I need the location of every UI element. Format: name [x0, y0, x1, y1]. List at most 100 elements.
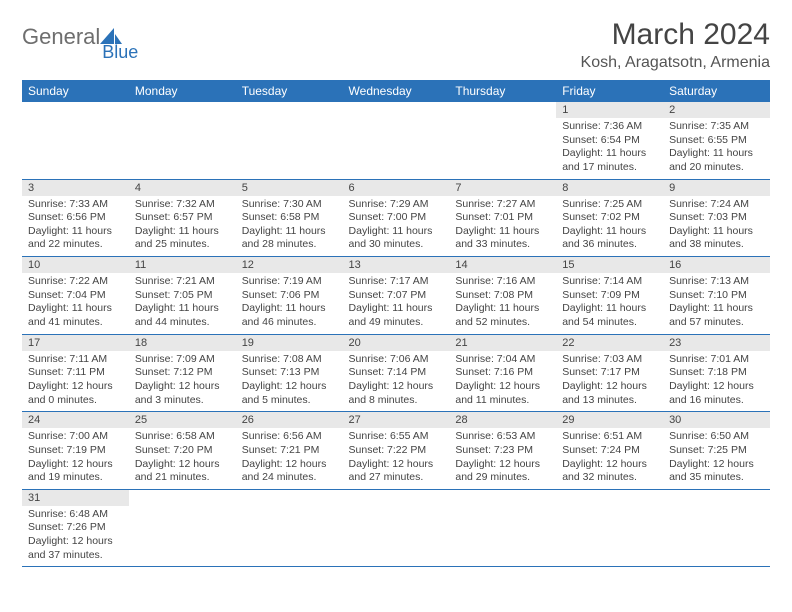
sunrise-text: Sunrise: 7:22 AM — [28, 275, 123, 289]
daylight-text: Daylight: 11 hours and 20 minutes. — [669, 147, 764, 174]
day-number-cell: 1 — [556, 102, 663, 118]
daylight-text: Daylight: 11 hours and 44 minutes. — [135, 302, 230, 329]
sunrise-text: Sunrise: 6:53 AM — [455, 430, 550, 444]
daylight-text: Daylight: 11 hours and 30 minutes. — [349, 225, 444, 252]
daylight-text: Daylight: 11 hours and 52 minutes. — [455, 302, 550, 329]
sunrise-text: Sunrise: 7:27 AM — [455, 198, 550, 212]
weekday-header: Sunday — [22, 80, 129, 102]
day-detail-row: Sunrise: 6:48 AMSunset: 7:26 PMDaylight:… — [22, 506, 770, 567]
daylight-text: Daylight: 11 hours and 38 minutes. — [669, 225, 764, 252]
sunset-text: Sunset: 6:56 PM — [28, 211, 123, 225]
day-detail-cell: Sunrise: 7:13 AMSunset: 7:10 PMDaylight:… — [663, 273, 770, 334]
day-detail-cell: Sunrise: 7:30 AMSunset: 6:58 PMDaylight:… — [236, 196, 343, 257]
sunrise-text: Sunrise: 7:11 AM — [28, 353, 123, 367]
weekday-header: Friday — [556, 80, 663, 102]
day-number-cell: 19 — [236, 334, 343, 351]
logo-text-general: General — [22, 24, 100, 50]
sunrise-text: Sunrise: 7:17 AM — [349, 275, 444, 289]
sunrise-text: Sunrise: 7:09 AM — [135, 353, 230, 367]
daylight-text: Daylight: 12 hours and 3 minutes. — [135, 380, 230, 407]
sunset-text: Sunset: 7:02 PM — [562, 211, 657, 225]
sunset-text: Sunset: 6:58 PM — [242, 211, 337, 225]
day-number-cell — [129, 489, 236, 506]
day-number-cell: 13 — [343, 257, 450, 274]
day-number-cell: 22 — [556, 334, 663, 351]
sunset-text: Sunset: 7:08 PM — [455, 289, 550, 303]
day-number-cell: 24 — [22, 412, 129, 429]
daylight-text: Daylight: 11 hours and 46 minutes. — [242, 302, 337, 329]
daylight-text: Daylight: 12 hours and 21 minutes. — [135, 458, 230, 485]
daylight-text: Daylight: 11 hours and 54 minutes. — [562, 302, 657, 329]
daylight-text: Daylight: 12 hours and 32 minutes. — [562, 458, 657, 485]
day-number-cell — [22, 102, 129, 118]
sunset-text: Sunset: 7:03 PM — [669, 211, 764, 225]
logo-text-blue: Blue — [102, 42, 138, 63]
weekday-header: Monday — [129, 80, 236, 102]
day-detail-cell: Sunrise: 7:29 AMSunset: 7:00 PMDaylight:… — [343, 196, 450, 257]
day-number-cell — [129, 102, 236, 118]
day-detail-row: Sunrise: 7:36 AMSunset: 6:54 PMDaylight:… — [22, 118, 770, 179]
day-number-cell: 17 — [22, 334, 129, 351]
sunrise-text: Sunrise: 7:30 AM — [242, 198, 337, 212]
day-detail-cell: Sunrise: 6:50 AMSunset: 7:25 PMDaylight:… — [663, 428, 770, 489]
day-number-cell — [236, 102, 343, 118]
daylight-text: Daylight: 12 hours and 8 minutes. — [349, 380, 444, 407]
sunset-text: Sunset: 7:00 PM — [349, 211, 444, 225]
sunset-text: Sunset: 7:17 PM — [562, 366, 657, 380]
day-detail-cell — [236, 118, 343, 179]
day-detail-row: Sunrise: 7:33 AMSunset: 6:56 PMDaylight:… — [22, 196, 770, 257]
day-detail-cell: Sunrise: 7:03 AMSunset: 7:17 PMDaylight:… — [556, 351, 663, 412]
day-detail-cell: Sunrise: 7:35 AMSunset: 6:55 PMDaylight:… — [663, 118, 770, 179]
day-detail-cell — [343, 118, 450, 179]
day-number-cell: 8 — [556, 179, 663, 196]
day-detail-cell: Sunrise: 7:36 AMSunset: 6:54 PMDaylight:… — [556, 118, 663, 179]
sunrise-text: Sunrise: 7:14 AM — [562, 275, 657, 289]
sunrise-text: Sunrise: 6:56 AM — [242, 430, 337, 444]
day-detail-cell: Sunrise: 7:25 AMSunset: 7:02 PMDaylight:… — [556, 196, 663, 257]
sunrise-text: Sunrise: 7:13 AM — [669, 275, 764, 289]
sunset-text: Sunset: 7:18 PM — [669, 366, 764, 380]
day-detail-cell — [449, 506, 556, 567]
day-detail-cell: Sunrise: 6:48 AMSunset: 7:26 PMDaylight:… — [22, 506, 129, 567]
day-detail-cell: Sunrise: 6:51 AMSunset: 7:24 PMDaylight:… — [556, 428, 663, 489]
daylight-text: Daylight: 11 hours and 25 minutes. — [135, 225, 230, 252]
day-detail-cell: Sunrise: 7:24 AMSunset: 7:03 PMDaylight:… — [663, 196, 770, 257]
sunset-text: Sunset: 7:21 PM — [242, 444, 337, 458]
day-detail-cell: Sunrise: 7:32 AMSunset: 6:57 PMDaylight:… — [129, 196, 236, 257]
day-detail-cell: Sunrise: 7:06 AMSunset: 7:14 PMDaylight:… — [343, 351, 450, 412]
sunset-text: Sunset: 7:20 PM — [135, 444, 230, 458]
day-detail-cell: Sunrise: 7:21 AMSunset: 7:05 PMDaylight:… — [129, 273, 236, 334]
sunset-text: Sunset: 7:13 PM — [242, 366, 337, 380]
sunrise-text: Sunrise: 7:25 AM — [562, 198, 657, 212]
sunrise-text: Sunrise: 7:29 AM — [349, 198, 444, 212]
day-detail-row: Sunrise: 7:11 AMSunset: 7:11 PM Daylight:… — [22, 351, 770, 412]
sunset-text: Sunset: 6:57 PM — [135, 211, 230, 225]
month-title: March 2024 — [581, 18, 770, 52]
title-block: March 2024 Kosh, Aragatsotn, Armenia — [581, 18, 770, 72]
logo: General Blue — [22, 24, 138, 63]
day-number-row: 12 — [22, 102, 770, 118]
daylight-text: Daylight: 11 hours and 41 minutes. — [28, 302, 123, 329]
day-detail-cell: Sunrise: 7:16 AMSunset: 7:08 PMDaylight:… — [449, 273, 556, 334]
day-detail-cell: Sunrise: 7:04 AMSunset: 7:16 PMDaylight:… — [449, 351, 556, 412]
sunset-text: Sunset: 7:24 PM — [562, 444, 657, 458]
day-detail-cell — [449, 118, 556, 179]
day-number-cell — [343, 489, 450, 506]
day-number-cell: 9 — [663, 179, 770, 196]
day-number-cell: 15 — [556, 257, 663, 274]
daylight-text: Daylight: 12 hours and 29 minutes. — [455, 458, 550, 485]
sunset-text: Sunset: 7:01 PM — [455, 211, 550, 225]
daylight-text: Daylight: 11 hours and 33 minutes. — [455, 225, 550, 252]
sunset-text: Sunset: 7:26 PM — [28, 521, 123, 535]
day-number-cell: 30 — [663, 412, 770, 429]
day-detail-cell: Sunrise: 7:14 AMSunset: 7:09 PMDaylight:… — [556, 273, 663, 334]
sunrise-text: Sunrise: 6:58 AM — [135, 430, 230, 444]
day-number-row: 24252627282930 — [22, 412, 770, 429]
day-number-cell: 28 — [449, 412, 556, 429]
day-number-cell: 31 — [22, 489, 129, 506]
day-number-cell — [449, 102, 556, 118]
sunset-text: Sunset: 7:11 PM — [28, 366, 123, 380]
sunrise-text: Sunrise: 7:00 AM — [28, 430, 123, 444]
weekday-header: Tuesday — [236, 80, 343, 102]
day-detail-cell: Sunrise: 7:17 AMSunset: 7:07 PMDaylight:… — [343, 273, 450, 334]
